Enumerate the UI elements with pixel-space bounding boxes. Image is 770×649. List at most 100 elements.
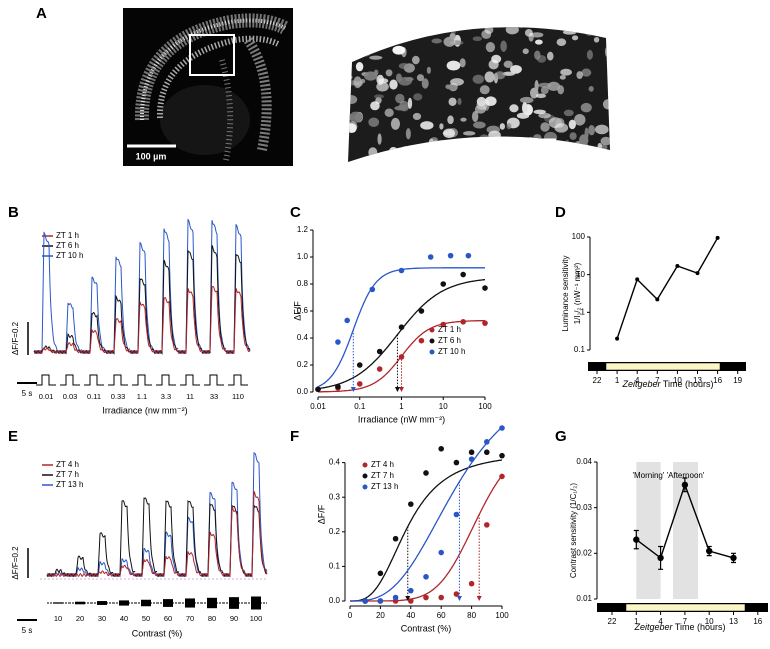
trace: [81, 276, 106, 354]
trace: [222, 481, 246, 577]
cell: [446, 60, 461, 71]
legend-label: ZT 10 h: [56, 251, 83, 260]
legend-label: ZT 10 h: [438, 347, 465, 356]
data-point: [447, 252, 454, 259]
stimulus-label: 90: [230, 614, 238, 623]
trace: [68, 555, 92, 577]
data-point: [633, 536, 640, 543]
stimulus-bar: [229, 597, 239, 609]
x-tick-label: 20: [376, 611, 385, 620]
stimulus-label: 3.3: [161, 392, 171, 401]
cell: [540, 86, 549, 95]
y-tick-label: 0.1: [329, 562, 341, 571]
cell: [445, 84, 458, 90]
panel-label: B: [8, 204, 19, 221]
stimulus-bar: [207, 597, 217, 609]
cell: [355, 61, 364, 72]
annotation: 'Morning': [632, 471, 664, 480]
cell: [568, 119, 576, 130]
legend-marker: [429, 327, 435, 333]
cell: [431, 38, 442, 44]
y-tick-label: 1.2: [297, 225, 309, 234]
cell: [593, 36, 600, 43]
cell: [571, 35, 579, 41]
legend-label: ZT 7 h: [56, 470, 79, 479]
trace: [112, 499, 136, 577]
stimulus-pulse: [60, 374, 80, 386]
scale-bar-label: 100 µm: [136, 151, 167, 161]
data-point: [427, 254, 434, 260]
x-tick-label: 100: [478, 402, 492, 411]
data-point: [376, 348, 383, 355]
cell: [459, 58, 466, 68]
trace: [105, 256, 131, 354]
stimulus-label: 110: [232, 392, 244, 401]
cell: [516, 112, 530, 119]
cell: [563, 109, 574, 117]
x-tick-label: 0: [348, 611, 353, 620]
x-tick-label: 1: [634, 617, 639, 626]
stimulus-label: 0.01: [39, 392, 54, 401]
trace: [90, 532, 114, 577]
cell: [481, 29, 492, 39]
trace: [46, 573, 70, 577]
stimulus-label: 40: [120, 614, 128, 623]
cell: [439, 123, 444, 130]
trace: [90, 570, 114, 577]
x-tick-label: 1: [615, 376, 620, 385]
cell: [491, 54, 502, 64]
y-tick-label: 100: [572, 232, 586, 241]
trace: [201, 285, 227, 354]
cell: [474, 104, 486, 114]
trace: [177, 249, 203, 354]
y-axis-label: ΔF/F: [316, 504, 326, 524]
cell: [588, 125, 596, 136]
trace: [112, 564, 136, 577]
cell: [457, 97, 462, 106]
cell: [576, 71, 583, 80]
cell: [559, 75, 566, 80]
cell: [502, 71, 516, 76]
data-point: [335, 383, 341, 390]
retina-image: [123, 8, 293, 166]
stimulus-label: 10: [54, 614, 62, 623]
data-point: [675, 263, 680, 268]
cell: [503, 60, 513, 68]
trace: [178, 551, 202, 577]
trace: [130, 301, 155, 354]
trace: [225, 253, 251, 354]
data-point: [460, 271, 466, 278]
half-arrow-head: [476, 596, 482, 601]
stimulus-label: 0.33: [111, 392, 126, 401]
x-tick-label: 80: [467, 611, 476, 620]
cell: [586, 49, 593, 60]
panel-label: F: [290, 428, 299, 445]
y-tick-label: 0.0: [297, 387, 309, 396]
cell: [560, 68, 572, 76]
cell: [421, 78, 429, 89]
data-point: [484, 522, 490, 528]
x-tick-label: 10: [439, 402, 448, 411]
data-point: [465, 252, 472, 259]
time-label: 5 s: [22, 626, 33, 635]
x-tick-label: 10: [673, 376, 682, 385]
cell: [420, 121, 434, 130]
x-tick-label: 19: [733, 376, 742, 385]
cell: [368, 117, 380, 127]
cell: [556, 38, 567, 46]
stimulus-label: 33: [210, 392, 218, 401]
cell: [484, 96, 497, 106]
x-axis-label: Contrast (%): [401, 623, 452, 633]
trace: [33, 346, 59, 354]
x-tick-label: 4: [635, 376, 640, 385]
stimulus-pulse: [156, 374, 176, 386]
stimulus-bar: [75, 601, 85, 605]
cell: [580, 102, 592, 113]
stimulus-bar: [97, 601, 107, 605]
data-point: [482, 320, 488, 326]
cell: [569, 132, 577, 140]
data-point: [344, 317, 350, 324]
data-point: [418, 308, 425, 314]
data-point: [362, 598, 369, 604]
